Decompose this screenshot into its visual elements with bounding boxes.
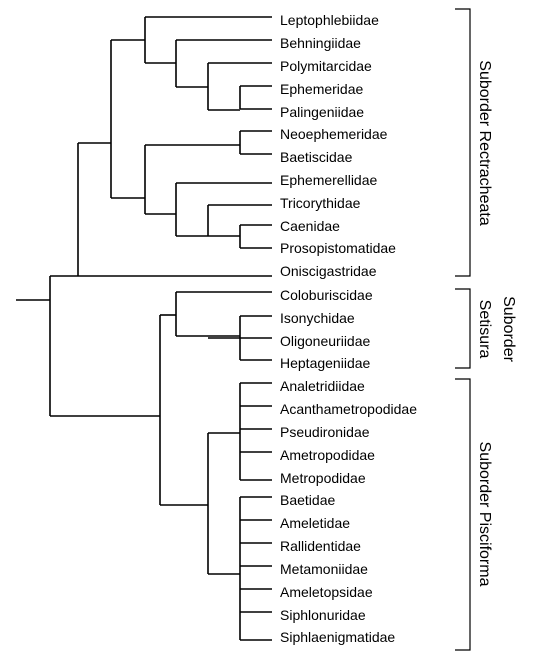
suborder-pisciforma-label: Suborder Pisciforma [476, 442, 493, 587]
taxon-label-baetiscidae: Baetiscidae [280, 149, 353, 165]
taxon-label-ametropodidae: Ametropodidae [280, 447, 375, 463]
taxon-label-isonychidae: Isonychidae [280, 310, 355, 326]
taxon-label-pseudironidae: Pseudironidae [280, 424, 370, 440]
taxon-label-ephemeridae: Ephemeridae [280, 81, 363, 97]
taxon-label-ameletopsidae: Ameletopsidae [280, 584, 373, 600]
taxon-label-ameletidae: Ameletidae [280, 515, 350, 531]
taxon-label-coloburiscidae: Coloburiscidae [280, 287, 373, 303]
taxon-labels: Leptophlebiidae Behningiidae Polymitarci… [280, 12, 417, 645]
taxon-label-polymitarcidae: Polymitarcidae [280, 58, 372, 74]
suborder-setisura-label-line2: Setisura [476, 300, 493, 359]
taxon-label-tricorythidae: Tricorythidae [280, 195, 361, 211]
taxon-label-prosopistomatidae: Prosopistomatidae [280, 240, 396, 256]
taxon-label-ephemerellidae: Ephemerellidae [280, 172, 377, 188]
setisura-bracket [455, 288, 471, 369]
taxon-label-acanthametropodidae: Acanthametropodidae [280, 401, 417, 417]
suborder-rectracheata-label: Suborder Rectracheata [476, 60, 493, 226]
taxon-label-heptageniidae: Heptageniidae [280, 355, 371, 371]
taxon-label-metamoniidae: Metamoniidae [280, 561, 368, 577]
taxon-label-metropodidae: Metropodidae [280, 470, 366, 486]
suborder-brackets: Suborder Rectracheata Suborder Setisura … [455, 8, 517, 651]
taxon-label-oniscigastridae: Oniscigastridae [280, 263, 377, 279]
taxon-label-oligoneuriidae: Oligoneuriidae [280, 333, 370, 349]
suborder-setisura-label-line1: Suborder [500, 296, 517, 362]
pisciforma-bracket [455, 378, 471, 651]
taxon-label-leptophlebiidae: Leptophlebiidae [280, 12, 379, 28]
taxon-label-siphlonuridae: Siphlonuridae [280, 607, 366, 623]
taxon-label-siphlaenigmatidae: Siphlaenigmatidae [280, 629, 395, 645]
taxon-label-rallidentidae: Rallidentidae [280, 538, 361, 554]
taxon-label-neoephemeridae: Neoephemeridae [280, 126, 388, 142]
rectracheata-bracket [455, 8, 471, 277]
taxon-label-caenidae: Caenidae [280, 218, 340, 234]
taxon-label-palingeniidae: Palingeniidae [280, 104, 364, 120]
taxon-label-baetidae: Baetidae [280, 492, 335, 508]
tree-branches [16, 16, 272, 641]
taxon-label-analetridiidae: Analetridiidae [280, 378, 365, 394]
taxon-label-behningiidae: Behningiidae [280, 35, 361, 51]
